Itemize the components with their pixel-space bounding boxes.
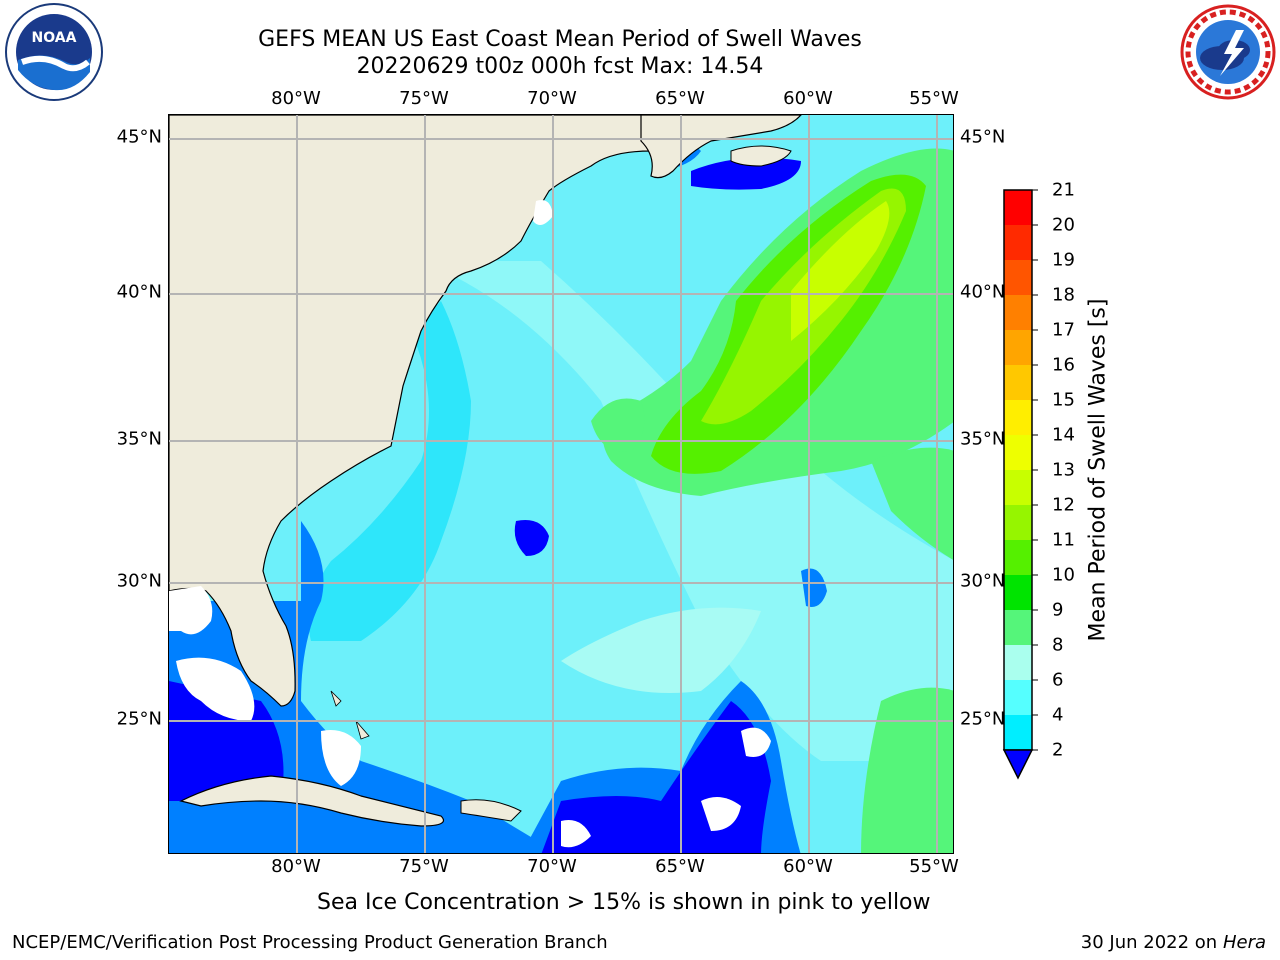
lat-label-left-45n: 45°N xyxy=(116,126,162,148)
colorbar-segment xyxy=(1004,330,1032,365)
swell-plume-13s xyxy=(791,201,890,341)
no-data-6 xyxy=(561,820,591,848)
colorbar-segment xyxy=(1004,610,1032,645)
colorbar-segment xyxy=(1004,435,1032,470)
footer-date: 30 Jun 2022 on xyxy=(1080,932,1218,953)
low-period-spot xyxy=(514,520,549,556)
colorbar-segment xyxy=(1004,295,1032,330)
footer-host: Hera xyxy=(1222,932,1266,953)
land-bahamas-2 xyxy=(355,720,370,740)
chart-title: GEFS MEAN US East Coast Mean Period of S… xyxy=(160,26,960,80)
colorbar-segment xyxy=(1004,680,1032,715)
lon-label-bottom-75w: 75°W xyxy=(399,856,449,877)
colorbar-tick-label: 15 xyxy=(1052,389,1075,411)
colorbar-tick-label: 11 xyxy=(1052,529,1075,551)
no-data-7 xyxy=(533,200,553,225)
footer-producer: NCEP/EMC/Verification Post Processing Pr… xyxy=(12,932,608,953)
colorbar-segment xyxy=(1004,645,1032,680)
lon-label-bottom-65w: 65°W xyxy=(655,856,705,877)
lon-label-bottom-60w: 60°W xyxy=(783,856,833,877)
colorbar-tick-label: 9 xyxy=(1052,599,1064,621)
colorbar-tick-label: 20 xyxy=(1052,214,1075,236)
colorbar-tick-label: 6 xyxy=(1052,669,1064,691)
lat-label-right-25n: 25°N xyxy=(960,708,1006,730)
under-range-gulf-maine xyxy=(691,157,801,190)
land-hispaniola xyxy=(460,799,522,822)
low-period-spot-2 xyxy=(801,568,827,607)
lat-label-left-25n: 25°N xyxy=(116,708,162,730)
lat-label-right-45n: 45°N xyxy=(960,126,1006,148)
graticule xyxy=(169,115,953,853)
lon-label-top-80w: 80°W xyxy=(271,88,321,109)
colorbar-tick-label: 14 xyxy=(1052,424,1075,446)
colorbar-segment xyxy=(1004,715,1032,750)
noaa-logo-text: NOAA xyxy=(32,30,77,46)
no-data-2 xyxy=(176,657,255,721)
colorbar-segment xyxy=(1004,260,1032,295)
colorbar-tick-label: 21 xyxy=(1052,179,1075,201)
nws-logo xyxy=(1180,4,1276,100)
land-east-coast xyxy=(169,115,655,707)
lon-label-bottom-55w: 55°W xyxy=(909,856,959,877)
lat-label-left-35n: 35°N xyxy=(116,428,162,450)
no-data-4 xyxy=(741,727,771,757)
swell-field-light-2 xyxy=(561,607,761,693)
colorbar-segment xyxy=(1004,470,1032,505)
lon-label-top-55w: 55°W xyxy=(909,88,959,109)
map-panel xyxy=(168,114,954,854)
lat-label-right-40n: 40°N xyxy=(960,281,1006,303)
colorbar xyxy=(1002,189,1038,780)
colorbar-tick-label: 10 xyxy=(1052,564,1075,586)
no-data-1 xyxy=(169,586,213,635)
lat-label-left-30n: 30°N xyxy=(116,570,162,592)
lon-label-top-60w: 60°W xyxy=(783,88,833,109)
land-bahamas-1 xyxy=(330,690,342,707)
lon-label-top-75w: 75°W xyxy=(399,88,449,109)
footer-date-host: 30 Jun 2022 on Hera xyxy=(1081,932,1266,953)
colorbar-segment xyxy=(1004,540,1032,575)
colorbar-segment xyxy=(1004,190,1032,225)
colorbar-tick-label: 4 xyxy=(1052,704,1064,726)
lat-label-right-35n: 35°N xyxy=(960,428,1006,450)
land-cuba xyxy=(179,775,445,827)
colorbar-tick-label: 16 xyxy=(1052,354,1075,376)
swell-field-light xyxy=(421,261,953,761)
colorbar-tick-label: 8 xyxy=(1052,634,1064,656)
colorbar-segment xyxy=(1004,400,1032,435)
colorbar-tick-label: 17 xyxy=(1052,319,1075,341)
swell-patch-mid xyxy=(591,398,645,452)
colorbar-tick-label: 18 xyxy=(1052,284,1075,306)
colorbar-segment xyxy=(1004,225,1032,260)
lat-label-left-40n: 40°N xyxy=(116,281,162,303)
title-line-1: GEFS MEAN US East Coast Mean Period of S… xyxy=(258,27,862,52)
low-period-south-1 xyxy=(301,521,558,853)
swell-patch-east xyxy=(871,447,953,560)
under-range-gulf xyxy=(169,681,284,801)
swell-field-coastal xyxy=(308,301,471,641)
colorbar-extend-arrow xyxy=(1002,749,1034,780)
land-nova-scotia xyxy=(730,145,792,167)
colorbar-segment xyxy=(1004,505,1032,540)
colorbar-segment xyxy=(1004,575,1032,610)
sea-ice-note: Sea Ice Concentration > 15% is shown in … xyxy=(317,890,931,915)
lon-label-bottom-80w: 80°W xyxy=(271,856,321,877)
lon-label-bottom-70w: 70°W xyxy=(527,856,577,877)
colorbar-segment xyxy=(1004,365,1032,400)
colorbar-tick-label: 12 xyxy=(1052,494,1075,516)
no-data-3 xyxy=(321,730,361,786)
lon-label-top-70w: 70°W xyxy=(527,88,577,109)
colorbar-units-label: Mean Period of Swell Waves [s] xyxy=(1085,298,1111,642)
lat-label-right-30n: 30°N xyxy=(960,570,1006,592)
colorbar-tick-label: 2 xyxy=(1052,739,1064,761)
lon-label-top-65w: 65°W xyxy=(655,88,705,109)
colorbar-tick-label: 19 xyxy=(1052,249,1075,271)
colorbar-tick-label: 13 xyxy=(1052,459,1075,481)
no-data-5 xyxy=(701,797,741,831)
map-svg xyxy=(169,115,953,853)
swell-patch-southeast xyxy=(861,687,953,853)
title-line-2: 20220629 t00z 000h fcst Max: 14.54 xyxy=(356,54,764,79)
noaa-logo: NOAA xyxy=(5,3,103,101)
